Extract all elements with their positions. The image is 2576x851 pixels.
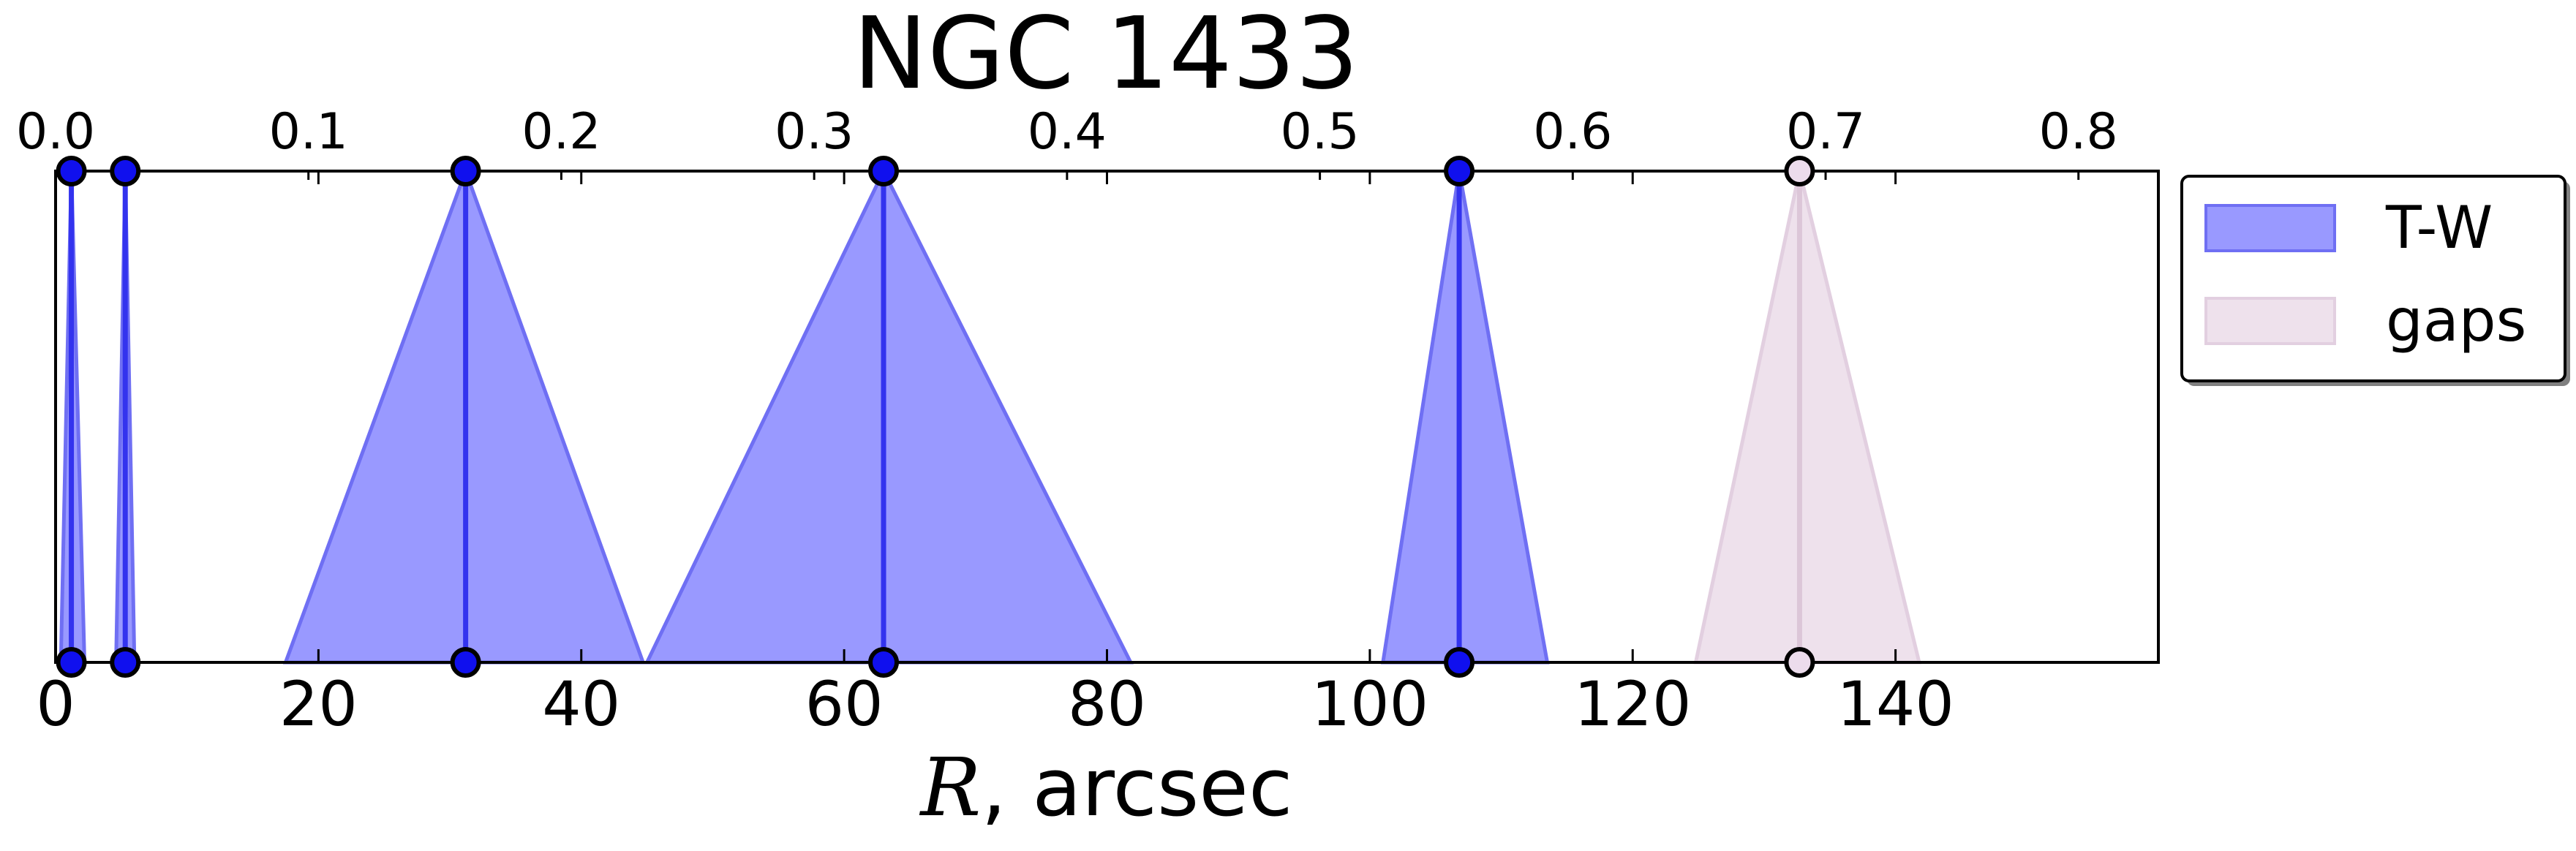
peak-area-tw-5 — [1380, 170, 1550, 665]
top-tick-label: 0.3 — [775, 103, 854, 161]
top-tick-label: 0.6 — [1533, 103, 1612, 161]
legend-label-tw: T-W — [2385, 194, 2493, 262]
top-axis: 0.0 0.1 0.2 0.3 0.4 0.5 0.6 0.7 0.8 — [16, 103, 2118, 180]
plot-area — [59, 165, 1922, 665]
top-tick-label: 0.7 — [1786, 103, 1865, 161]
peak-marker-bottom-tw-2 — [110, 647, 141, 678]
bottom-axis: 0 20 40 60 80 100 120 140 — [36, 171, 1954, 740]
peak-marker-bottom-tw-3 — [450, 647, 481, 678]
x-axis-label: R, arcsec — [919, 741, 1293, 834]
x-axis-unit: , arcsec — [981, 741, 1292, 834]
peak-marker-bottom-tw-5 — [1444, 647, 1475, 678]
top-tick-label: 0.8 — [2039, 103, 2118, 161]
legend-label-gaps: gaps — [2386, 287, 2526, 355]
peak-marker-top-tw-5 — [1444, 156, 1475, 186]
top-tick-label: 0.5 — [1281, 103, 1360, 161]
x-tick-label: 140 — [1837, 668, 1954, 740]
peak-marker-bottom-tw-4 — [868, 647, 900, 678]
center-lines — [69, 171, 1802, 662]
peak-marker-top-gaps-1 — [1784, 156, 1815, 186]
x-tick-label: 60 — [805, 668, 884, 740]
legend-swatch-gaps — [2204, 297, 2336, 345]
legend: T-W gaps — [2180, 175, 2570, 386]
peak-area-gaps-1 — [1693, 170, 1922, 665]
x-tick-label: 20 — [279, 668, 358, 740]
top-tick-label: 0.4 — [1028, 103, 1107, 161]
legend-swatch-tw — [2204, 204, 2336, 252]
x-axis-variable: R — [919, 741, 982, 834]
peak-markers — [56, 156, 1815, 678]
peak-marker-top-tw-1 — [56, 156, 87, 186]
peak-marker-bottom-gaps-1 — [1784, 647, 1815, 678]
x-tick-label: 120 — [1574, 668, 1691, 740]
x-tick-label: 80 — [1068, 668, 1146, 740]
peak-marker-top-tw-2 — [110, 156, 141, 186]
peak-marker-bottom-tw-1 — [56, 647, 87, 678]
top-tick-label: 0.0 — [16, 103, 95, 161]
chart-title: NGC 1433 — [853, 0, 1358, 112]
top-tick-label: 0.1 — [269, 103, 348, 161]
peak-marker-top-tw-4 — [868, 156, 900, 186]
peak-marker-top-tw-3 — [450, 156, 481, 186]
x-tick-label: 100 — [1311, 668, 1428, 740]
top-tick-label: 0.2 — [521, 103, 600, 161]
x-tick-label: 40 — [542, 668, 620, 740]
peak-area-tw-4 — [644, 167, 1134, 665]
x-tick-label: 0 — [36, 668, 75, 740]
